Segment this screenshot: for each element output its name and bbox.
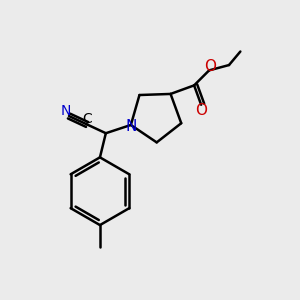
Text: O: O <box>195 103 207 118</box>
Text: N: N <box>60 104 71 118</box>
Text: C: C <box>82 112 92 126</box>
Text: N: N <box>126 119 137 134</box>
Text: O: O <box>204 59 216 74</box>
